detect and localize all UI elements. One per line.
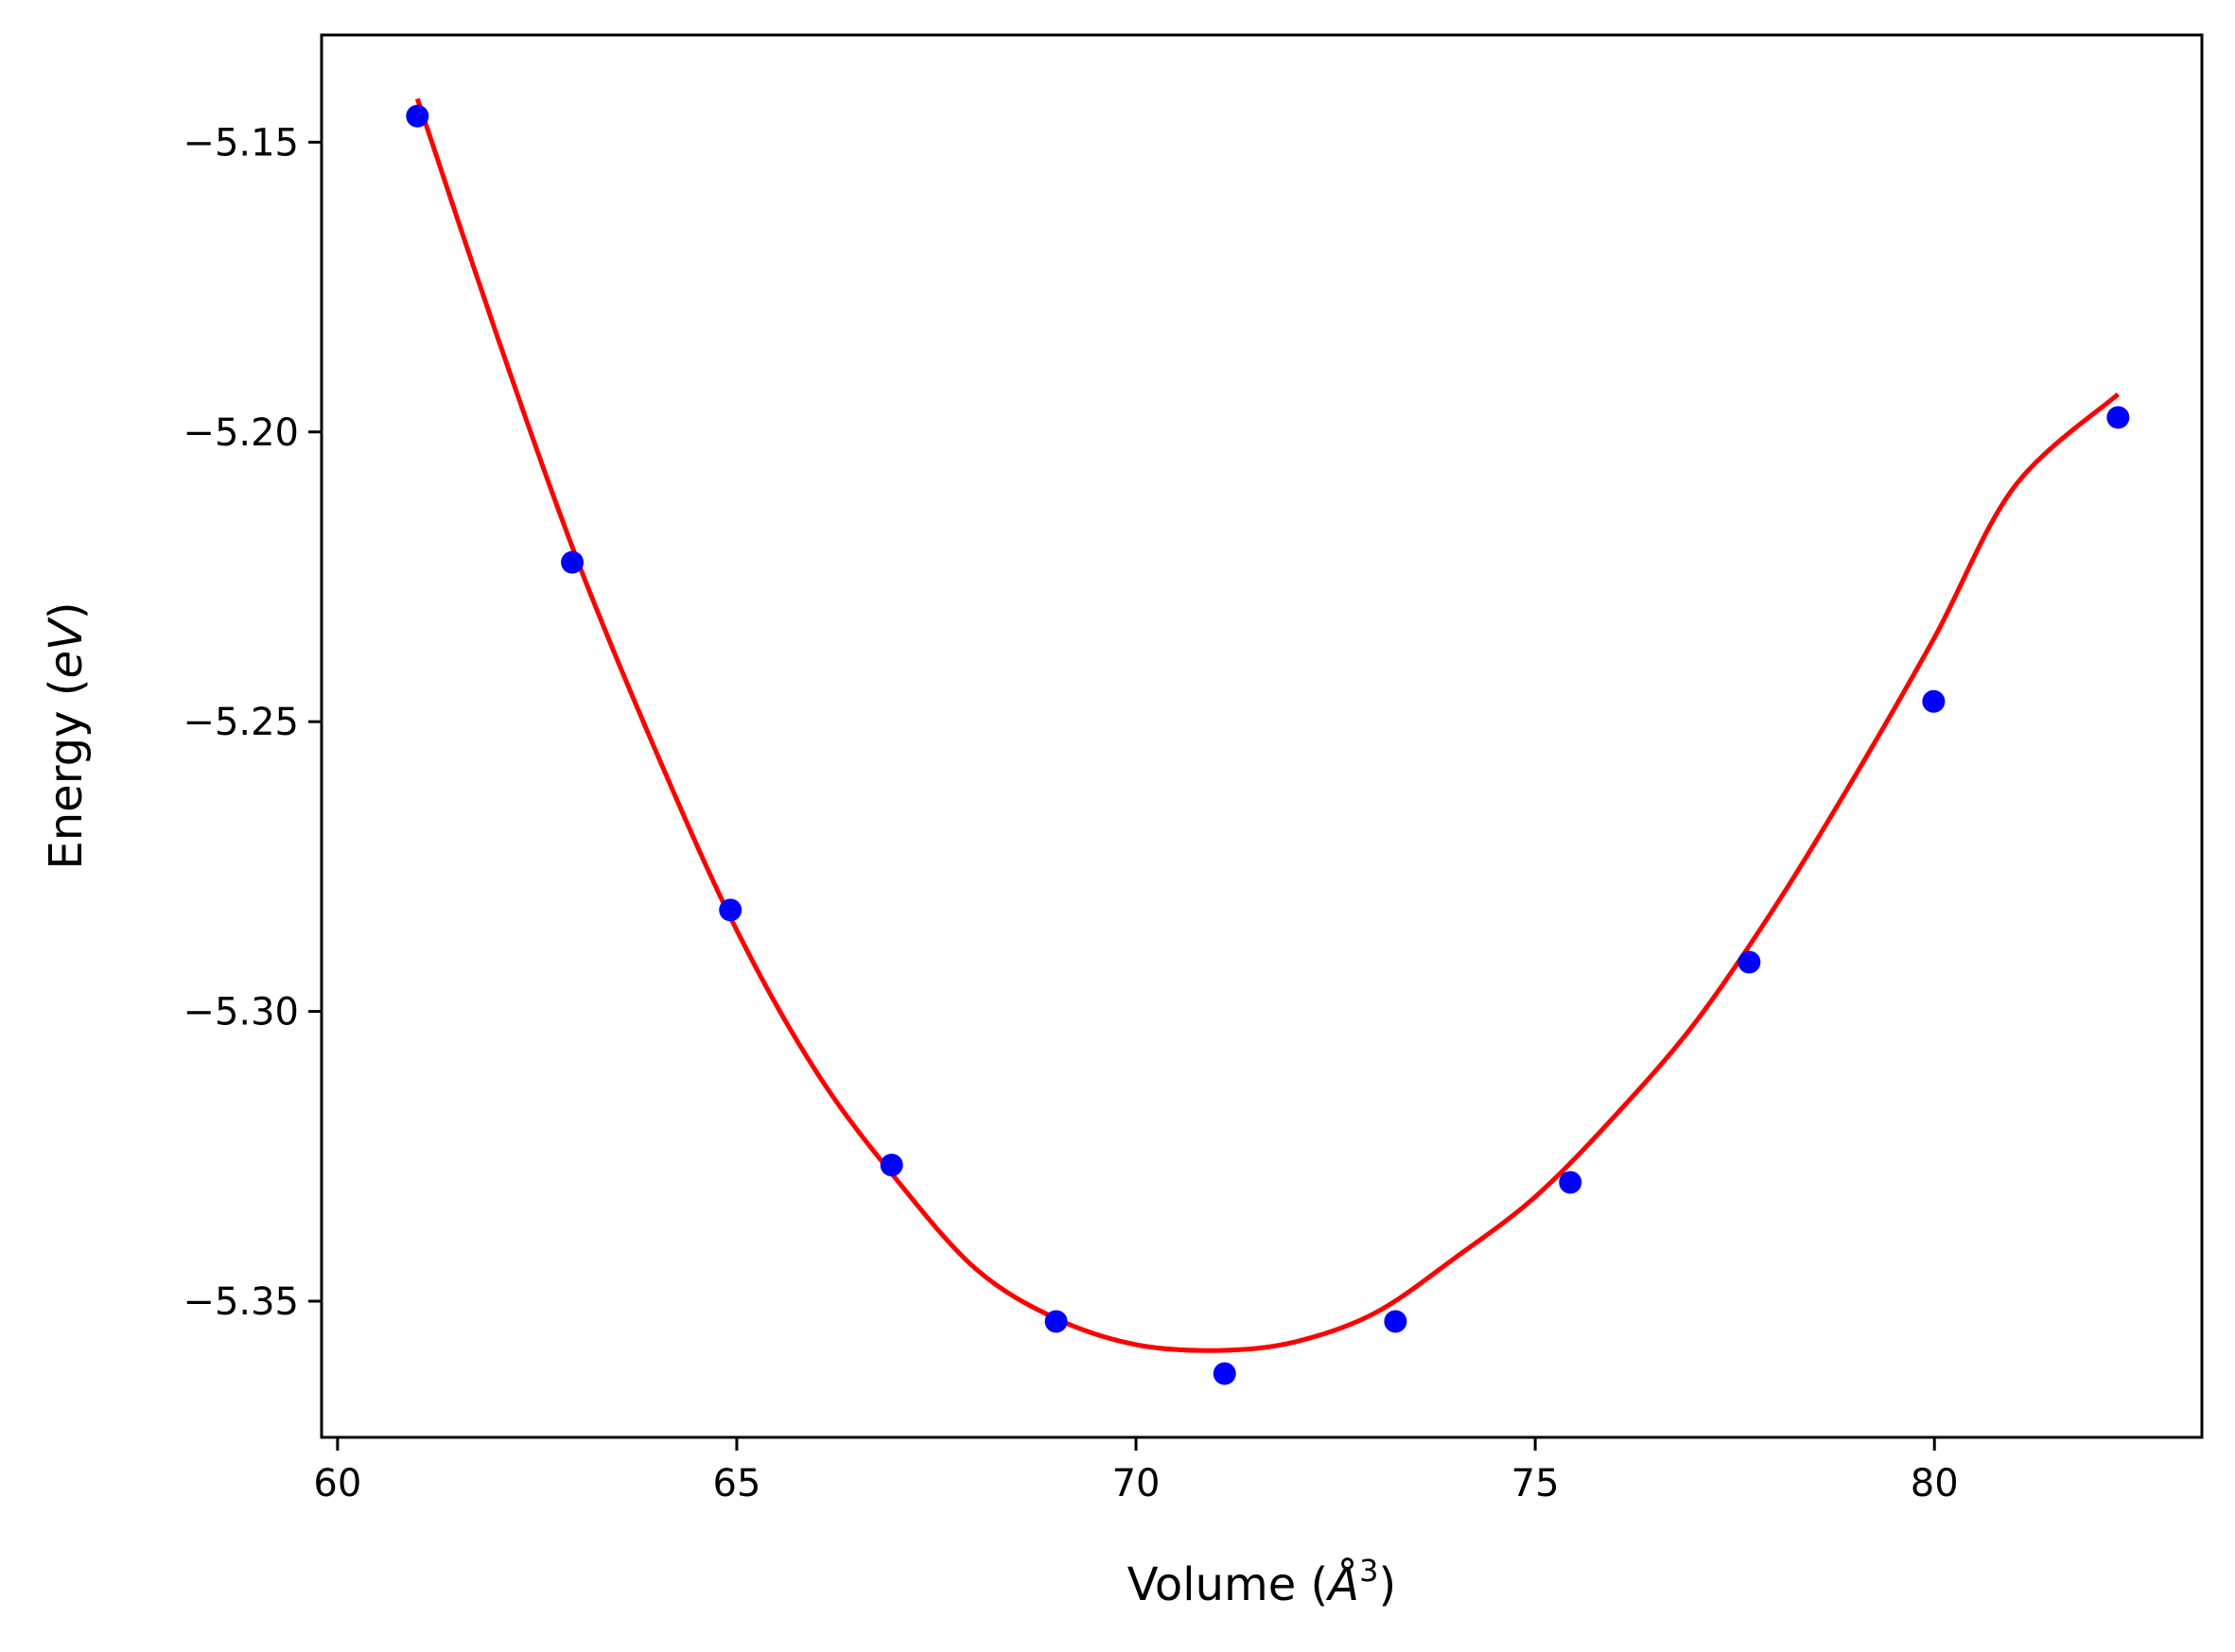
fit-curve	[414, 97, 2121, 1353]
data-point	[561, 550, 585, 574]
data-point	[406, 104, 429, 128]
plot-frame	[320, 33, 2204, 1439]
x-tick-label: 65	[713, 1462, 761, 1505]
y-tick-label: −5.25	[183, 701, 299, 744]
y-tick-label: −5.20	[183, 411, 299, 455]
data-point	[2106, 406, 2130, 429]
x-tick-label: 80	[1911, 1462, 1959, 1505]
x-tick-label: 70	[1112, 1462, 1161, 1505]
y-tick-label: −5.35	[183, 1280, 299, 1324]
x-tick-label: 60	[313, 1462, 361, 1505]
x-tick-label: 75	[1511, 1462, 1560, 1505]
data-point	[1737, 950, 1761, 974]
data-point	[1559, 1171, 1582, 1194]
y-axis-label: Energy (eV)	[40, 601, 93, 869]
y-tick-label: −5.15	[183, 121, 299, 165]
data-point	[1044, 1310, 1068, 1333]
y-tick-label: −5.30	[183, 991, 299, 1035]
y-axis: −5.15 −5.20 −5.25 −5.30 −5.35	[183, 121, 322, 1324]
data-point	[880, 1153, 903, 1176]
data-point	[719, 898, 742, 922]
data-points	[406, 104, 2130, 1385]
x-axis: 60 65 70 75 80	[313, 1437, 1959, 1505]
data-point	[1213, 1362, 1236, 1385]
data-point	[1922, 689, 1946, 713]
x-axis-label: Volume (Å3)	[1127, 1553, 1396, 1611]
data-point	[1384, 1310, 1407, 1333]
